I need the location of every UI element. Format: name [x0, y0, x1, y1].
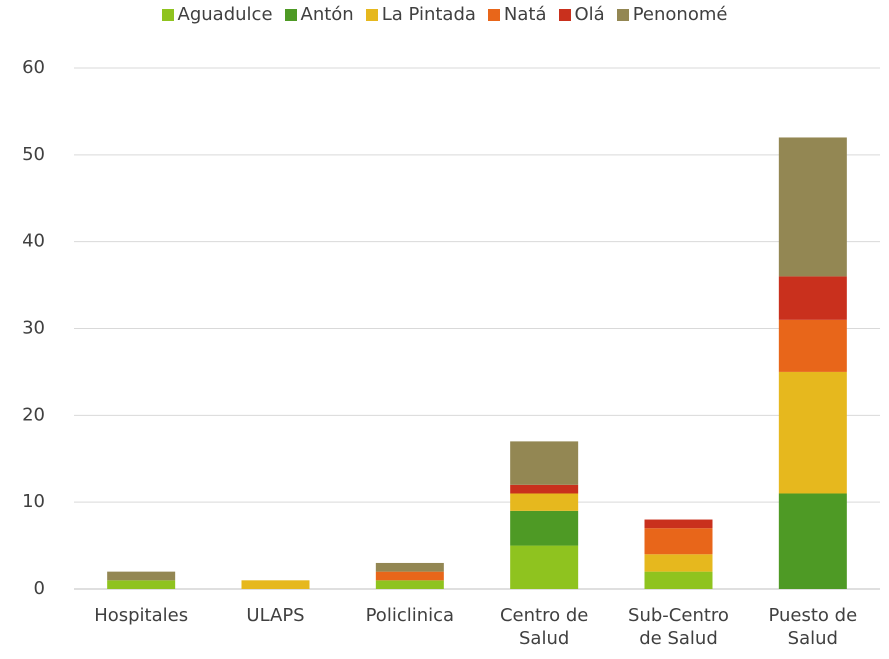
x-tick-label: Centro de Salud — [499, 605, 589, 649]
legend-label: Aguadulce — [177, 4, 273, 25]
bar-segment — [778, 276, 847, 320]
legend-label: Olá — [574, 4, 605, 25]
y-tick-label: 60 — [22, 57, 45, 78]
bar-segment — [778, 371, 847, 494]
bar-segment — [375, 571, 444, 581]
y-tick-label: 20 — [22, 404, 45, 425]
legend-item: Aguadulce — [161, 4, 273, 25]
bar-segment — [375, 580, 444, 589]
y-tick-label: 30 — [22, 318, 45, 339]
legend-label: Antón — [300, 4, 354, 25]
legend-item: Olá — [558, 4, 605, 25]
bar-segment — [241, 580, 310, 589]
legend-item: La Pintada — [365, 4, 476, 25]
bar-segment — [510, 484, 579, 494]
x-tick-label: Policlinica — [365, 605, 455, 626]
bar-segment — [644, 554, 713, 572]
legend-label: Penonomé — [632, 4, 728, 25]
bar-segment — [778, 493, 847, 589]
y-tick-label: 0 — [34, 578, 45, 599]
legend-swatch — [365, 8, 378, 21]
legend-label: Natá — [503, 4, 547, 25]
legend-item: Penonomé — [616, 4, 728, 25]
legend-swatch — [161, 8, 174, 21]
bar-segment — [778, 319, 847, 372]
bar-segment — [510, 441, 579, 485]
bar-segment — [375, 562, 444, 572]
legend-item: Antón — [284, 4, 354, 25]
bar-segment — [644, 571, 713, 589]
x-tick-label: Puesto de Salud — [768, 605, 858, 649]
bar-segment — [107, 571, 176, 581]
y-tick-label: 40 — [22, 231, 45, 252]
x-tick-label: Hospitales — [94, 605, 189, 626]
legend-label: La Pintada — [381, 4, 476, 25]
x-tick-label: ULAPS — [246, 605, 305, 626]
y-tick-label: 10 — [22, 491, 45, 512]
legend-swatch — [616, 8, 629, 21]
y-tick-label: 50 — [22, 144, 45, 165]
bar-segment — [510, 545, 579, 589]
bar-segment — [510, 510, 579, 546]
legend: Aguadulce Antón La Pintada Natá Olá Penonomé — [0, 4, 889, 25]
legend-swatch — [558, 8, 571, 21]
x-tick-label: Sub-Centro de Salud — [628, 605, 729, 649]
bar-segment — [644, 528, 713, 555]
legend-item: Natá — [487, 4, 547, 25]
bar-segment — [107, 580, 176, 589]
bar-segment — [510, 493, 579, 511]
legend-swatch — [487, 8, 500, 21]
bar-segment — [778, 137, 847, 277]
bar-segment — [644, 519, 713, 529]
legend-swatch — [284, 8, 297, 21]
